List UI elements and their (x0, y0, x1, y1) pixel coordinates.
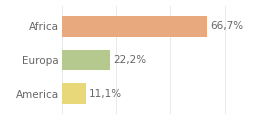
Bar (62, 83, 86, 104)
Text: 66,7%: 66,7% (210, 21, 243, 31)
Bar (62, 16, 207, 37)
Text: 11,1%: 11,1% (89, 89, 122, 99)
Bar (62, 50, 110, 70)
Text: 22,2%: 22,2% (113, 55, 146, 65)
